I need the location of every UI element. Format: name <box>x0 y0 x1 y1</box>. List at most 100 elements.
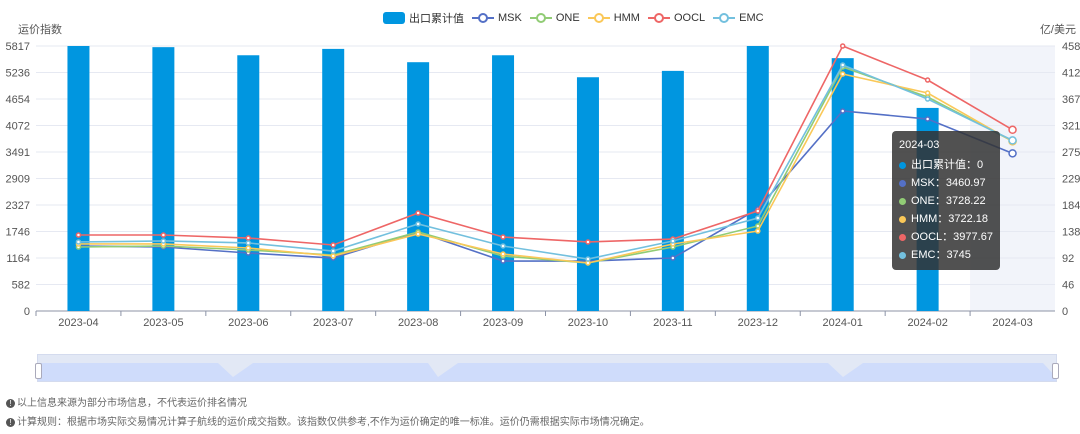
point-emc <box>1008 136 1017 145</box>
bar-export <box>152 47 175 312</box>
slider-handle-right[interactable] <box>1052 363 1059 379</box>
point-hmm <box>839 71 846 77</box>
point-oocl <box>245 235 252 241</box>
slider-handle-left[interactable] <box>35 363 42 379</box>
bar-export <box>492 55 515 311</box>
legend-item-hmm[interactable]: HMM <box>587 12 640 24</box>
tooltip-row: OOCL：3977.67 <box>899 228 993 246</box>
point-emc <box>670 238 676 244</box>
point-emc <box>330 248 336 254</box>
bar-export <box>831 58 854 312</box>
tooltip-rows: 出口累计值：0 MSK：3460.97 ONE：3728.22 HMM：3722.18… <box>899 156 993 264</box>
bar-export <box>237 55 260 311</box>
point-msk <box>670 255 676 261</box>
point-msk <box>839 108 846 114</box>
tooltip-row: MSK：3460.97 <box>899 174 993 192</box>
point-oocl <box>330 242 336 248</box>
line-marker-icon <box>713 13 736 23</box>
y-left-axis-label: 运价指数 <box>18 22 62 36</box>
point-msk <box>1008 149 1017 158</box>
line-hmm <box>78 73 1013 264</box>
point-hmm <box>415 231 421 237</box>
slider-preview <box>38 363 1056 381</box>
line-marker-icon <box>529 13 552 23</box>
y-left-tick-label: 1746 <box>6 227 30 239</box>
point-oocl <box>839 43 846 49</box>
y-left-tick-label: 3491 <box>6 147 30 159</box>
point-hmm <box>924 90 931 96</box>
x-tick-label: 2023-08 <box>398 317 438 329</box>
point-hmm <box>755 228 761 234</box>
point-emc <box>924 96 931 102</box>
x-tick-label: 2023-07 <box>313 317 353 329</box>
tooltip-row: EMC：3745 <box>899 246 993 264</box>
legend-item-emc[interactable]: EMC <box>713 12 764 24</box>
legend-item-msk[interactable]: MSK <box>472 12 522 24</box>
x-tick-label: 2023-09 <box>483 317 523 329</box>
line-marker-icon <box>647 13 670 23</box>
y-left-tick-label: 2327 <box>6 200 30 212</box>
info-icon: ! <box>6 399 15 408</box>
series-dot-icon <box>899 215 906 223</box>
x-tick-label: 2024-02 <box>907 317 947 329</box>
series-dot-icon <box>899 161 906 169</box>
bar-export <box>407 62 430 312</box>
point-oocl <box>160 232 167 238</box>
series-dot-icon <box>899 197 906 205</box>
tooltip-value: MSK：3460.97 <box>911 177 986 189</box>
point-emc <box>160 238 167 244</box>
series-dot-icon <box>899 233 906 241</box>
y-left-tick-label: 4072 <box>6 121 30 133</box>
y-right-tick-label: 46 <box>1062 280 1074 292</box>
line-oocl <box>78 44 1013 246</box>
tooltip-value: 出口累计值：0 <box>911 159 984 171</box>
data-zoom-slider[interactable] <box>35 354 1059 382</box>
y-right-tick-label: 0 <box>1062 306 1068 318</box>
legend-item-one[interactable]: ONE <box>529 12 580 24</box>
line-emc <box>78 63 1013 260</box>
tooltip: 2024-03 出口累计值：0 MSK：3460.97 ONE：3728.22 HMM… <box>892 131 1000 270</box>
legend: 出口累计值 MSK ONE HMM OOCL EMC <box>383 10 764 26</box>
point-emc <box>500 243 506 249</box>
y-right-tick-label: 458 <box>1062 41 1080 53</box>
line-marker-icon <box>472 13 494 23</box>
point-emc <box>755 215 761 221</box>
y-right-tick-label: 184 <box>1062 200 1080 212</box>
bar-swatch-icon <box>383 12 405 24</box>
point-oocl <box>415 210 421 216</box>
point-oocl <box>500 234 506 240</box>
point-hmm <box>245 245 252 251</box>
y-left-tick-label: 4654 <box>6 94 30 106</box>
point-hmm <box>500 251 506 257</box>
tooltip-value: HMM：3722.18 <box>911 213 989 225</box>
y-left-tick-label: 2909 <box>6 174 30 186</box>
y-right-axis-label: 亿/美元 <box>1040 23 1076 36</box>
y-right-tick-label: 321 <box>1062 121 1080 133</box>
tooltip-row: HMM：3722.18 <box>899 210 993 228</box>
tooltip-value: ONE：3728.22 <box>911 195 986 207</box>
note-2: ! 计算规则：根据市场实际交易情况计算子航线的运价成交指数。该指数仅供参考,不作为… <box>6 413 650 432</box>
point-msk <box>500 258 506 264</box>
x-tick-label: 2023-12 <box>738 317 778 329</box>
series-dot-icon <box>899 179 906 187</box>
point-emc <box>245 240 252 246</box>
y-left-tick-label: 5817 <box>6 41 30 53</box>
y-right-tick-label: 412 <box>1062 68 1080 80</box>
point-hmm <box>330 253 336 259</box>
y-left-tick-label: 0 <box>24 306 30 318</box>
tooltip-value: OOCL：3977.67 <box>911 231 993 243</box>
x-tick-label: 2024-03 <box>992 317 1032 329</box>
point-emc <box>585 256 591 262</box>
point-oocl <box>924 77 931 83</box>
y-right-tick-label: 92 <box>1062 253 1074 265</box>
legend-item-export[interactable]: 出口累计值 <box>383 10 464 26</box>
y-left-tick-label: 1164 <box>6 253 30 265</box>
x-tick-label: 2024-01 <box>823 317 863 329</box>
point-oocl <box>585 239 591 245</box>
y-left-tick-label: 5236 <box>6 68 30 80</box>
legend-item-oocl[interactable]: OOCL <box>647 12 705 24</box>
note-1: ! 以上信息来源为部分市场信息，不代表运价排名情况 <box>6 394 650 413</box>
tooltip-title: 2024-03 <box>899 139 940 151</box>
line-msk <box>78 110 1013 262</box>
y-left-tick-label: 582 <box>12 280 30 292</box>
